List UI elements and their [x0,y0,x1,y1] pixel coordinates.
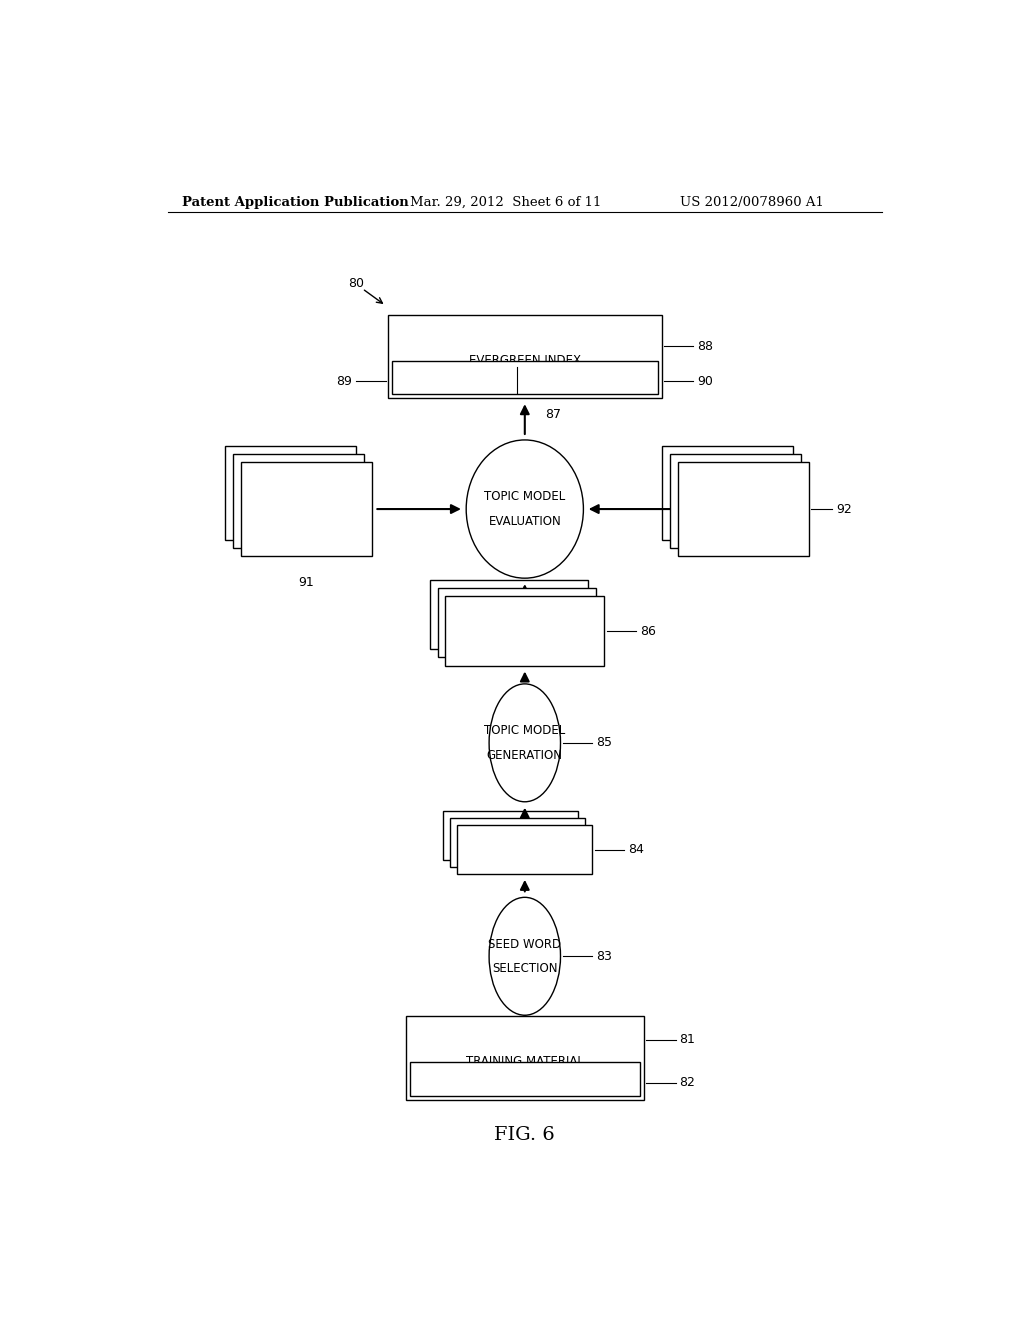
Bar [451,818,585,867]
Text: TRAINING: TRAINING [715,499,771,512]
Text: TRAINING MATERIAL: TRAINING MATERIAL [466,1056,584,1068]
Text: 89: 89 [336,375,352,388]
Bar [445,597,604,665]
Text: TRAINING: TRAINING [279,499,335,512]
Text: SET: SET [732,521,754,535]
Bar [410,1063,640,1096]
Text: SELECTION: SELECTION [493,962,557,975]
Text: EVERGREEN INDEX: EVERGREEN INDEX [469,354,581,367]
Text: k: k [635,374,640,381]
Text: k: k [500,374,505,381]
Ellipse shape [466,440,584,578]
Bar [392,360,657,395]
Text: 90: 90 [697,375,714,388]
Bar [406,1016,644,1100]
Ellipse shape [489,684,560,801]
Bar [388,315,662,399]
Text: 80: 80 [348,277,364,290]
Text: TOPIC: TOPIC [507,623,543,636]
Text: 81: 81 [680,1034,695,1047]
Text: 91: 91 [299,576,314,589]
Bar [225,446,356,540]
Text: P₁, P₂, P₃: P₁, P₂, P₃ [582,1078,627,1088]
Text: Patent Application Publication: Patent Application Publication [182,195,409,209]
Ellipse shape [489,898,560,1015]
Text: US 2012/0078960 A1: US 2012/0078960 A1 [680,195,823,209]
Text: WORDS: WORDS [502,853,548,866]
Bar [443,810,578,859]
Text: 88: 88 [697,341,714,352]
Text: 86: 86 [640,624,655,638]
Bar [678,462,809,556]
Text: EVALUATION: EVALUATION [488,515,561,528]
Text: TOPIC MODEL: TOPIC MODEL [484,490,565,503]
Bar [233,454,365,548]
Text: FIG. 6: FIG. 6 [495,1126,555,1144]
Text: TOPIC MODEL: TOPIC MODEL [484,725,565,737]
Text: TOPIC MODEL: TOPIC MODEL [532,376,604,387]
Text: GENERATION: GENERATION [486,748,563,762]
Text: 84: 84 [628,843,644,857]
Text: SET: SET [296,521,317,535]
Text: POSITIVE: POSITIVE [280,477,333,490]
Text: SEED WORD: SEED WORD [488,937,561,950]
Text: Mar. 29, 2012  Sheet 6 of 11: Mar. 29, 2012 Sheet 6 of 11 [410,195,601,209]
Text: TOPIC: TOPIC [450,376,481,387]
Text: INDEX ENTRY: INDEX ENTRY [455,1078,524,1088]
Bar [458,825,592,874]
Text: MODELS: MODELS [500,644,550,657]
Bar [662,446,793,540]
Text: SEED: SEED [509,837,541,850]
Bar [670,454,801,548]
Text: 85: 85 [596,737,612,750]
Bar [241,462,372,556]
Text: 82: 82 [680,1076,695,1089]
Bar [430,581,589,649]
Text: 83: 83 [596,950,612,962]
Text: CANDIDATE: CANDIDATE [490,605,559,618]
Text: 92: 92 [837,503,852,516]
Text: NEGATIVE: NEGATIVE [714,477,772,490]
Text: i: i [567,1074,570,1084]
Text: 87: 87 [545,408,561,421]
Bar [437,589,596,657]
